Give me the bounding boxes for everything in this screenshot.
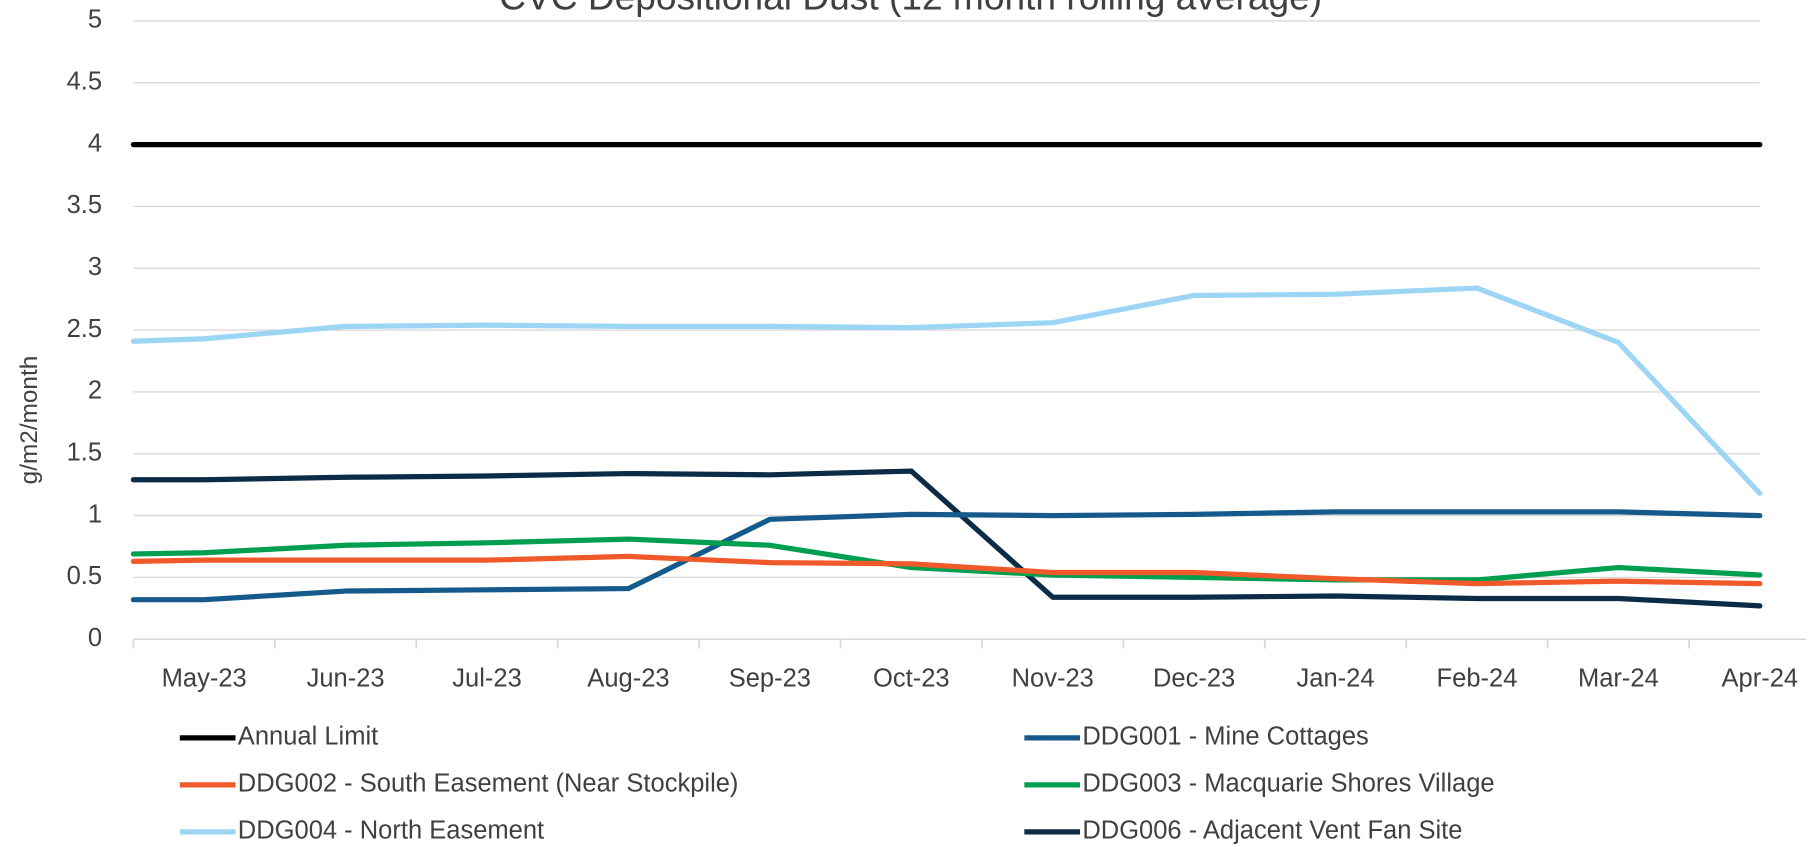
y-tick-label: 3 xyxy=(88,253,102,281)
legend-label: DDG002 - South Easement (Near Stockpile) xyxy=(238,770,739,798)
legend-label: DDG001 - Mine Cottages xyxy=(1082,723,1368,751)
x-tick-label: Apr-24 xyxy=(1722,665,1799,693)
y-tick-label: 5 xyxy=(88,6,102,34)
y-tick-label: 2 xyxy=(88,377,102,405)
series-line xyxy=(130,536,1763,583)
y-tick-label: 1 xyxy=(88,500,102,528)
y-tick-label: 1.5 xyxy=(67,439,102,467)
y-tick-label: 0 xyxy=(88,624,102,652)
x-tick-label: Sep-23 xyxy=(729,665,811,693)
x-tick-label: Oct-23 xyxy=(873,665,950,693)
series-line xyxy=(130,285,1763,496)
x-tick-label: May-23 xyxy=(162,665,247,693)
legend-label: DDG004 - North Easement xyxy=(238,817,544,845)
y-tick-label: 2.5 xyxy=(67,315,102,343)
series-line xyxy=(130,553,1763,587)
legend-label: DDG006 - Adjacent Vent Fan Site xyxy=(1082,817,1462,845)
x-tick-label: Feb-24 xyxy=(1437,665,1518,693)
legend-label: DDG003 - Macquarie Shores Village xyxy=(1082,770,1494,798)
y-tick-label: 4 xyxy=(88,129,102,157)
series-line xyxy=(130,468,1763,609)
x-tick-label: Mar-24 xyxy=(1578,665,1659,693)
y-axis-label: g/m2/month xyxy=(16,356,43,485)
y-tick-label: 3.5 xyxy=(67,191,102,219)
x-tick-label: Jul-23 xyxy=(452,665,522,693)
chart-title: CVC Depositional Dust (12 month rolling … xyxy=(499,0,1322,17)
x-tick-label: Dec-23 xyxy=(1153,665,1235,693)
x-tick-label: Aug-23 xyxy=(587,665,669,693)
legend-label: Annual Limit xyxy=(238,723,378,751)
y-tick-label: 4.5 xyxy=(67,68,102,96)
y-tick-label: 0.5 xyxy=(67,562,102,590)
series-line xyxy=(130,509,1763,603)
x-tick-label: Jun-23 xyxy=(307,665,385,693)
x-tick-label: Jan-24 xyxy=(1297,665,1375,693)
x-tick-label: Nov-23 xyxy=(1012,665,1094,693)
